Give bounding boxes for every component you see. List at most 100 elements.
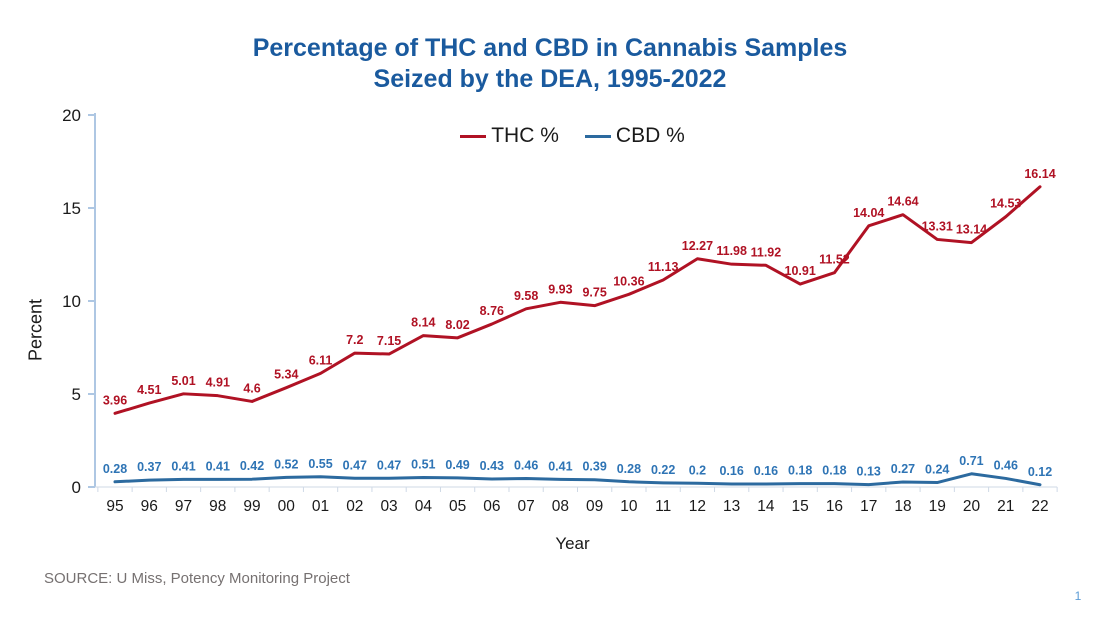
thc-data-label: 4.51: [137, 383, 161, 397]
x-tick-label: 09: [586, 498, 603, 515]
x-tick-label: 02: [346, 498, 363, 515]
thc-data-label: 13.31: [922, 219, 953, 233]
y-axis-title: Percent: [25, 298, 46, 362]
cbd-data-label: 0.37: [137, 460, 161, 474]
cbd-data-label: 0.18: [822, 464, 846, 478]
cbd-data-label: 0.41: [206, 459, 230, 473]
cbd-data-label: 0.18: [788, 464, 812, 478]
x-axis-title: Year: [555, 534, 590, 553]
cbd-data-label: 0.28: [617, 462, 641, 476]
x-tick-label: 20: [963, 498, 981, 515]
cbd-data-label: 0.46: [514, 458, 538, 472]
cbd-data-label: 0.16: [719, 464, 743, 478]
cbd-data-label: 0.27: [891, 462, 915, 476]
thc-data-label: 10.36: [613, 274, 644, 288]
legend-item-thc: THC %: [460, 124, 559, 148]
cbd-data-label: 0.55: [308, 457, 332, 471]
thc-data-label: 5.34: [274, 368, 298, 382]
cbd-data-label: 0.13: [857, 465, 881, 479]
thc-data-label: 8.14: [411, 316, 435, 330]
thc-data-label: 7.15: [377, 334, 401, 348]
x-tick-label: 22: [1031, 498, 1048, 515]
cbd-data-label: 0.46: [994, 458, 1018, 472]
thc-series-line: [113, 185, 1042, 415]
legend-label-thc: THC %: [491, 124, 559, 147]
x-tick-label: 16: [826, 498, 843, 515]
thc-data-label: 11.13: [648, 260, 679, 274]
thc-data-label: 4.6: [243, 381, 260, 395]
legend-item-cbd: CBD %: [584, 124, 685, 148]
thc-data-label: 16.14: [1024, 167, 1055, 181]
x-tick-label: 17: [860, 498, 877, 515]
cbd-data-label: 0.47: [377, 458, 401, 472]
y-tick-label: 10: [62, 292, 81, 311]
thc-data-label: 12.27: [682, 239, 713, 253]
x-tick-label: 97: [175, 498, 192, 515]
x-tick-label: 15: [792, 498, 809, 515]
thc-data-label: 14.64: [887, 195, 918, 209]
cbd-line-swatch: [584, 134, 611, 138]
thc-data-label: 10.91: [785, 264, 816, 278]
cbd-data-label: 0.52: [274, 457, 298, 471]
thc-data-label: 4.91: [206, 376, 230, 390]
x-tick-label: 06: [483, 498, 500, 515]
thc-data-label: 9.75: [582, 286, 606, 300]
cbd-data-label: 0.41: [548, 459, 572, 473]
cbd-data-label: 0.2: [689, 463, 706, 477]
thc-data-label: 7.2: [346, 333, 363, 347]
cbd-data-label: 0.47: [343, 458, 367, 472]
thc-data-label: 8.76: [480, 304, 504, 318]
thc-data-label: 11.92: [751, 245, 782, 259]
thc-data-label: 14.04: [853, 206, 884, 220]
cbd-data-label: 0.16: [754, 464, 778, 478]
x-tick-label: 11: [655, 498, 671, 515]
thc-line-swatch: [460, 134, 487, 138]
thc-data-label: 14.53: [990, 197, 1021, 211]
thc-data-label: 8.02: [445, 318, 469, 332]
x-tick-label: 95: [106, 498, 123, 515]
x-tick-label: 12: [689, 498, 706, 515]
chart-legend: THC % CBD %: [95, 124, 1050, 148]
x-tick-label: 21: [997, 498, 1014, 515]
cbd-series-line: [113, 472, 1042, 487]
source-note: SOURCE: U Miss, Potency Monitoring Proje…: [44, 570, 350, 587]
x-tick-label: 00: [278, 498, 296, 515]
y-tick-label: 20: [62, 106, 81, 125]
y-tick-label: 5: [72, 385, 81, 404]
x-tick-label: 10: [620, 498, 638, 515]
chart-title-line2: Seized by the DEA, 1995-2022: [373, 65, 727, 93]
x-tick-label: 14: [757, 498, 775, 515]
thc-data-label: 3.96: [103, 393, 127, 407]
x-tick-label: 04: [415, 498, 433, 515]
thc-data-label: 11.52: [819, 253, 850, 267]
cbd-data-label: 0.71: [959, 454, 983, 468]
cbd-data-label: 0.41: [171, 459, 195, 473]
thc-data-label: 13.14: [956, 223, 987, 237]
cbd-data-label: 0.43: [480, 459, 504, 473]
cbd-data-label: 0.42: [240, 459, 264, 473]
thc-data-label: 5.01: [171, 374, 195, 388]
x-tick-label: 96: [141, 498, 158, 515]
x-tick-label: 18: [894, 498, 911, 515]
x-tick-label: 03: [380, 498, 397, 515]
y-tick-label: 15: [62, 199, 81, 218]
cbd-data-label: 0.49: [445, 458, 469, 472]
legend-label-cbd: CBD %: [615, 124, 685, 147]
x-tick-label: 05: [449, 498, 466, 515]
chart-title-line1: Percentage of THC and CBD in Cannabis Sa…: [252, 34, 848, 62]
thc-data-label: 9.93: [548, 282, 572, 296]
x-tick-label: 13: [723, 498, 740, 515]
cbd-data-label: 0.22: [651, 463, 675, 477]
chart-title: Percentage of THC and CBD in Cannabis Sa…: [0, 33, 1100, 95]
x-tick-label: 07: [517, 498, 534, 515]
page-number: 1: [1074, 589, 1082, 603]
cbd-data-label: 0.39: [582, 460, 606, 474]
thc-data-label: 11.98: [716, 244, 747, 258]
x-tick-label: 01: [312, 498, 329, 515]
x-tick-label: 08: [552, 498, 569, 515]
x-tick-label: 98: [209, 498, 226, 515]
thc-data-label: 9.58: [514, 289, 538, 303]
y-tick-label: 0: [72, 478, 81, 497]
